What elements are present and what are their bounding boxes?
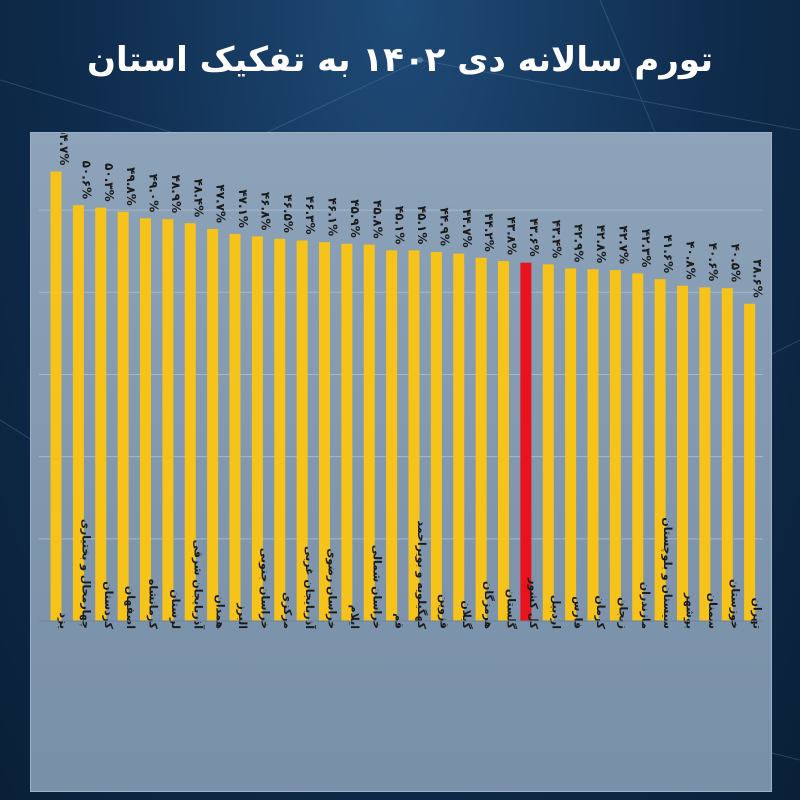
- bar: [72, 205, 84, 621]
- data-label: ۴۲.۸%: [594, 225, 608, 264]
- tick-label: گیلان: [460, 600, 473, 629]
- tick-label: خوزستان: [728, 579, 741, 629]
- chart-title: تورم سالانه دی ۱۴۰۲ به تفکیک استان: [87, 40, 713, 80]
- data-label: ۴۶.۸%: [258, 192, 272, 231]
- tick-label: کردستان: [102, 581, 115, 629]
- data-label: ۴۰.۵%: [728, 244, 742, 283]
- tick-label: خراسان رضوی: [326, 548, 339, 629]
- tick-label: اصفهان: [124, 586, 137, 629]
- data-label: ۴۸.۴%: [191, 179, 205, 218]
- data-label: ۴۹.۰%: [147, 174, 161, 213]
- bar: [475, 257, 487, 621]
- tick-label: زنجان: [616, 597, 629, 629]
- tick-label: چهارمحال و بختیاری: [79, 519, 92, 629]
- data-label: ۴۶.۱%: [326, 198, 340, 237]
- bar: [140, 218, 151, 621]
- data-label: ۴۴.۹%: [437, 207, 451, 246]
- bar: [207, 228, 219, 621]
- bar: [162, 219, 174, 621]
- bar: [587, 269, 599, 621]
- bar: [430, 252, 442, 621]
- data-label: ۴۳.۸%: [505, 216, 519, 255]
- chart-panel: ۵۴.۷% یزد ۵۰.۶% چهارمحال و بختیاری ۵۰.۳% کردس…: [30, 132, 772, 792]
- bar: [699, 287, 711, 621]
- tick-label: بوشهر: [684, 592, 697, 629]
- tick-label: سیستان و بلوچستان: [661, 517, 674, 629]
- bar: [498, 261, 509, 621]
- bar: [677, 285, 688, 621]
- tick-label: البرز: [236, 602, 249, 629]
- tick-label: آذربایجان غربی: [303, 546, 317, 629]
- tick-label: ایلام: [348, 605, 361, 629]
- tick-label: خراسان جنوبی: [258, 548, 271, 629]
- bar: [408, 250, 420, 622]
- tick-label: آذربایجان شرقی: [191, 540, 205, 630]
- tick-label: همدان: [214, 594, 227, 629]
- data-label: ۴۹.۸%: [124, 167, 138, 206]
- bar: [453, 253, 465, 621]
- bar: [251, 236, 263, 621]
- data-label: ۴۰.۸%: [684, 241, 698, 280]
- data-label: ۵۰.۶%: [79, 161, 93, 200]
- data-label: ۴۵.۱%: [415, 206, 429, 245]
- bar: [386, 250, 398, 622]
- tick-label: اردبیل: [549, 595, 562, 629]
- tick-label: مازندران: [639, 582, 652, 629]
- bar: [609, 270, 621, 621]
- tick-label: کرمانشاه: [147, 579, 160, 630]
- tick-label: کهگیلویه و بویراحمد: [415, 520, 428, 629]
- bar: [721, 288, 733, 621]
- tick-label: لرستان: [169, 589, 182, 629]
- data-label: ۴۲.۷%: [616, 226, 630, 265]
- tick-label: خراسان شمالی: [370, 545, 383, 629]
- tick-label: فارس: [572, 596, 585, 629]
- bar: [296, 240, 308, 622]
- data-label: ۴۲.۳%: [639, 229, 653, 268]
- tick-label: گلستان: [505, 589, 518, 630]
- bar: [744, 303, 756, 621]
- bar: [319, 242, 330, 621]
- bar: [50, 171, 62, 621]
- tick-label: قزوین: [437, 594, 450, 629]
- data-label: ۴۲.۹%: [572, 224, 586, 263]
- data-label: ۴۷.۱%: [236, 189, 250, 228]
- tick-label: تهران: [751, 598, 764, 629]
- data-label: ۴۶.۳%: [303, 196, 317, 235]
- data-label: ۴۸.۹%: [169, 175, 183, 214]
- data-label: ۵۴.۷%: [57, 133, 71, 165]
- data-label: ۴۵.۸%: [370, 200, 384, 239]
- data-label: ۴۴.۷%: [460, 209, 474, 248]
- bar: [341, 243, 353, 621]
- data-label: ۴۱.۶%: [661, 235, 675, 274]
- bar: [117, 211, 129, 621]
- data-label: ۴۵.۹%: [348, 199, 362, 238]
- data-label: ۴۷.۷%: [214, 184, 228, 223]
- bar: [274, 238, 286, 621]
- tick-label: کل کشور: [527, 577, 540, 629]
- bar: [565, 268, 577, 621]
- data-label: ۳۸.۶%: [751, 259, 765, 298]
- tick-label: سمنان: [706, 593, 719, 629]
- bar: [654, 279, 666, 621]
- data-label: ۴۳.۶%: [527, 218, 541, 257]
- bar: [229, 233, 241, 621]
- tick-label: هرمزگان: [482, 581, 495, 629]
- bar: [95, 207, 107, 621]
- tick-label: مرکزی: [281, 592, 294, 629]
- data-label: ۴۳.۴%: [549, 220, 563, 259]
- bar: [520, 262, 532, 621]
- bar: [542, 264, 554, 621]
- bar: [184, 223, 196, 621]
- bar: [632, 273, 644, 621]
- data-label: ۴۵.۱%: [393, 206, 407, 245]
- data-label: ۴۰.۶%: [706, 243, 720, 282]
- data-label: ۴۴.۲%: [482, 213, 496, 252]
- data-label: ۵۰.۳%: [102, 163, 116, 202]
- bar: [363, 244, 375, 621]
- tick-label: کرمان: [594, 595, 607, 629]
- data-label: ۴۶.۵%: [281, 194, 295, 233]
